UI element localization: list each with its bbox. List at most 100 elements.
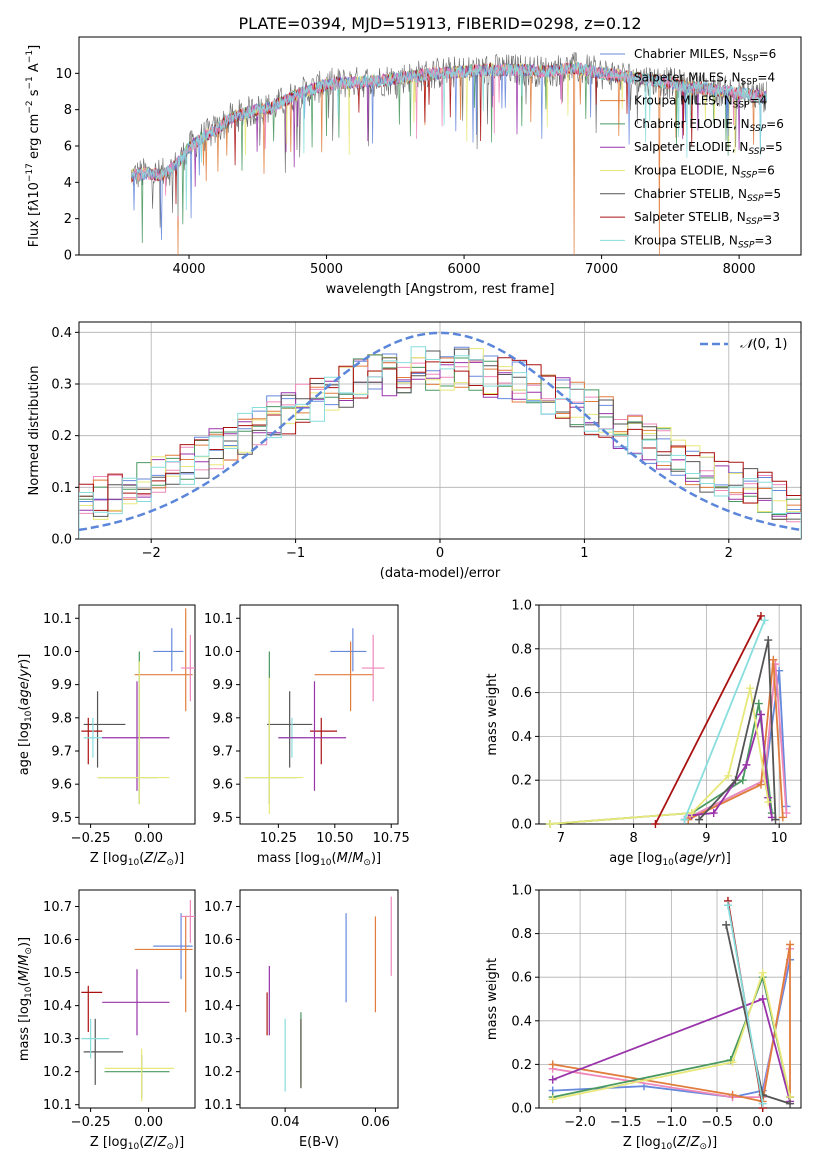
axes-frame <box>78 604 196 825</box>
y-tick-label: 2 <box>64 212 72 227</box>
gaussian-reference-curve <box>78 331 802 532</box>
y-axis-label: mass weight <box>485 673 500 755</box>
age-vs-mass-panel: 10.25 10.50 10.75 9.5 9.6 9.7 9.8 9.9 10.0 10.1 ma… <box>204 604 410 868</box>
weight-point-salpeter_elodie <box>548 1075 557 1084</box>
x-tick-label: 7000 <box>585 262 618 277</box>
legend-entry-salpeter_miles: Salpeter MILES, NSSP=4 <box>634 70 775 87</box>
weight-point-salpeter_stelib <box>651 820 660 828</box>
mass-vs-Z-panel: −0.25 0.00 10.1 10.2 10.3 10.4 10.5 10.6 10.7 Z [… <box>17 889 196 1152</box>
weight-point-chabrier_stelib <box>771 815 780 824</box>
weight-point-kroupa_stelib <box>680 815 689 824</box>
weight-point-kroupa_miles <box>786 940 795 949</box>
x-tick-label: 10 <box>771 831 788 846</box>
axes-frame <box>538 889 802 1109</box>
x-tick-label: 6000 <box>448 262 481 277</box>
weight-point-kroupa_elodie <box>758 968 767 977</box>
y-tick-label: 10.1 <box>43 1098 72 1113</box>
weight-line-salpeter_stelib <box>654 615 762 825</box>
x-tick-label: 0.06 <box>361 1115 390 1130</box>
legend-entry-chabrier_miles: Chabrier MILES, NSSP=6 <box>634 47 776 64</box>
y-tick-label: 10.2 <box>43 1065 72 1080</box>
residuals-panel: −2 −1 0 1 2 0.0 0.1 0.2 0.3 0.4 (data-model)/error… <box>27 321 802 581</box>
y-tick-label: 9.7 <box>51 745 72 760</box>
weight-point-kroupa_stelib <box>758 1099 767 1108</box>
x-axis-label: mass [log10(M/M⊙)] <box>257 851 381 868</box>
y-tick-label: 10.4 <box>43 999 72 1014</box>
x-axis-label: (data-model)/error <box>380 566 501 581</box>
y-tick-label: 0.2 <box>511 774 532 789</box>
y-tick-label: 9.5 <box>51 811 72 826</box>
weight-point-kroupa_elodie <box>746 684 755 693</box>
weight-vs-Z-panel: −2.0 −1.5 −1.0 −0.5 0.0 0.0 0.2 0.4 0.6 0.8 1.0 Z [… <box>485 884 802 1152</box>
y-tick-label: 9.6 <box>51 778 72 793</box>
axes-frame <box>239 889 399 1109</box>
x-tick-label: 0.04 <box>271 1115 300 1130</box>
y-tick-label: 10 <box>55 67 72 82</box>
x-tick-label: −2 <box>142 546 161 561</box>
x-axis-label: E(B-V) <box>299 1135 339 1150</box>
x-tick-label: −0.25 <box>71 831 111 846</box>
legend-entry-kroupa_elodie: Kroupa ELODIE, NSSP=6 <box>634 164 775 181</box>
weight-point-kroupa_miles <box>778 813 787 822</box>
y-tick-label: 0.4 <box>511 1014 532 1029</box>
x-tick-label: −0.25 <box>71 1115 111 1130</box>
y-tick-label: 1.0 <box>511 884 532 899</box>
y-tick-label: 8 <box>64 103 72 118</box>
weight-line-chabrier_stelib <box>698 639 777 821</box>
x-tick-label: 2 <box>725 546 733 561</box>
y-tick-label: 0.4 <box>51 326 72 341</box>
legend-entry-salpeter_elodie: Salpeter ELODIE, NSSP=5 <box>634 140 783 157</box>
histogram-kroupa_stelib <box>79 346 801 539</box>
x-tick-label: −2.0 <box>564 1115 596 1130</box>
spectrum-panel: 4000 5000 6000 7000 8000 0 2 4 6 8 10 wavelength [A… <box>25 36 802 297</box>
y-tick-label: 0.6 <box>511 971 532 986</box>
weight-point-kroupa_miles <box>756 780 765 789</box>
legend-entry-gaussian: 𝒩(0, 1) <box>740 337 787 352</box>
axes-frame <box>239 604 399 825</box>
weight-point-kroupa_miles <box>728 1090 737 1099</box>
weight-point-kroupa_stelib <box>723 901 732 910</box>
weight-point-salpeter_elodie <box>758 995 767 1003</box>
x-tick-label: 7 <box>557 831 565 846</box>
x-tick-label: 4000 <box>172 262 205 277</box>
y-tick-label: 0.0 <box>51 533 72 548</box>
y-axis-label: mass [log10(M/M⊙)] <box>17 937 34 1061</box>
x-tick-label: 0.0 <box>752 1115 773 1130</box>
x-tick-label: 0 <box>436 546 444 561</box>
x-axis-label: age [log10(age/yr)] <box>609 851 731 868</box>
legend-entry-kroupa_stelib: Kroupa STELIB, NSSP=3 <box>634 233 772 250</box>
weight-point-salpeter_elodie <box>709 809 718 818</box>
y-tick-label: 0.0 <box>511 818 532 833</box>
y-tick-label: 9.9 <box>212 678 233 693</box>
y-tick-label: 9.5 <box>212 811 233 826</box>
weight-point-kroupa_elodie <box>548 1095 557 1104</box>
x-axis-label: Z [log10(Z/Z⊙)] <box>623 1135 717 1152</box>
y-tick-label: 10.3 <box>204 1032 233 1047</box>
residuals-legend: 𝒩(0, 1) <box>700 337 787 352</box>
y-tick-label: 10.7 <box>204 900 233 915</box>
y-axis-label: age [log10(age/yr)] <box>17 654 34 776</box>
y-tick-label: 0.2 <box>51 429 72 444</box>
y-axis-label: Normed distribution <box>27 366 42 496</box>
figure-title: PLATE=0394, MJD=51913, FIBERID=0298, z=0… <box>238 14 641 33</box>
y-tick-label: 0.0 <box>511 1102 532 1117</box>
x-tick-label: 8 <box>629 831 637 846</box>
y-tick-label: 0 <box>64 249 72 264</box>
x-tick-label: −1.0 <box>656 1115 688 1130</box>
x-tick-label: 8000 <box>723 262 756 277</box>
x-tick-label: 10.50 <box>316 831 353 846</box>
y-tick-label: 10.0 <box>43 645 72 660</box>
weight-point-kroupa_stelib <box>760 616 769 625</box>
weight-point-salpeter_miles <box>782 809 791 818</box>
weight-point-kroupa_elodie <box>687 809 696 818</box>
y-tick-label: 10.1 <box>204 612 233 627</box>
y-tick-label: 1.0 <box>511 599 532 614</box>
weight-line-kroupa_miles <box>687 659 784 821</box>
y-tick-label: 9.8 <box>51 711 72 726</box>
x-tick-label: 5000 <box>310 262 343 277</box>
y-tick-label: 0.2 <box>511 1058 532 1073</box>
y-tick-label: 9.6 <box>212 778 233 793</box>
x-tick-label: 10.25 <box>260 831 297 846</box>
axes-frame <box>78 889 196 1109</box>
